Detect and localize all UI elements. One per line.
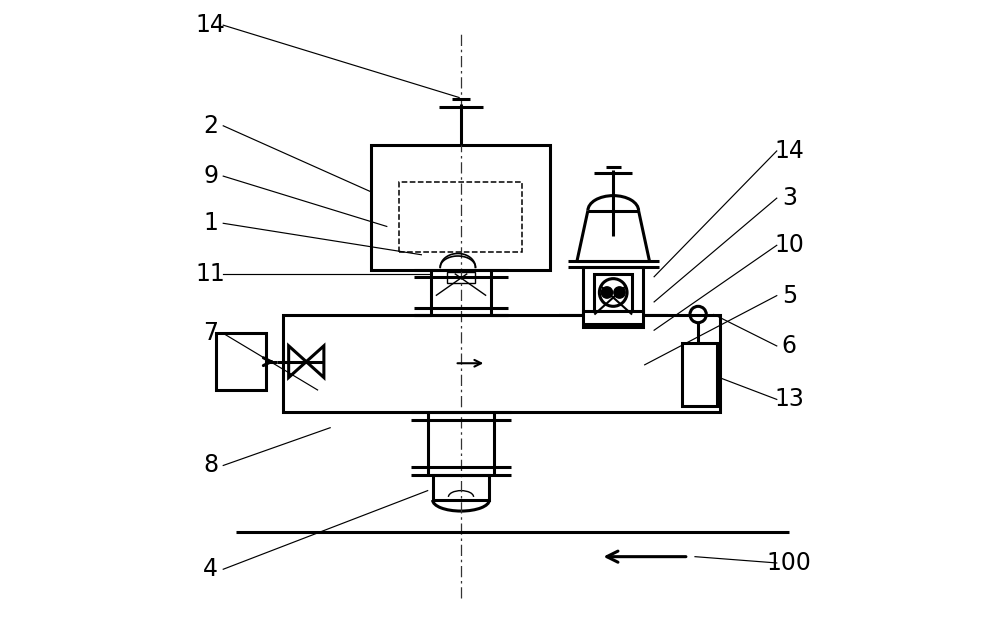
Text: 5: 5 <box>782 284 797 308</box>
Text: 13: 13 <box>774 387 804 411</box>
Text: 14: 14 <box>774 139 804 163</box>
Text: 100: 100 <box>767 551 812 575</box>
Text: 14: 14 <box>196 13 226 37</box>
Circle shape <box>601 287 613 298</box>
Bar <box>216 333 266 390</box>
Bar <box>447 272 475 283</box>
Bar <box>682 343 717 406</box>
Text: 6: 6 <box>782 334 797 358</box>
Text: 8: 8 <box>203 454 218 477</box>
Text: 9: 9 <box>203 164 218 188</box>
Bar <box>399 182 522 252</box>
Bar <box>433 475 489 500</box>
Text: 1: 1 <box>203 211 218 235</box>
Text: 3: 3 <box>782 186 797 210</box>
Text: 7: 7 <box>203 321 218 345</box>
Bar <box>594 274 632 311</box>
Text: 10: 10 <box>774 233 804 257</box>
Circle shape <box>614 287 625 298</box>
Bar <box>583 311 643 327</box>
Text: 11: 11 <box>196 262 226 286</box>
Bar <box>283 314 720 412</box>
Text: 4: 4 <box>203 557 218 581</box>
Text: 2: 2 <box>203 114 218 138</box>
Bar <box>583 267 643 314</box>
Bar <box>371 145 550 270</box>
